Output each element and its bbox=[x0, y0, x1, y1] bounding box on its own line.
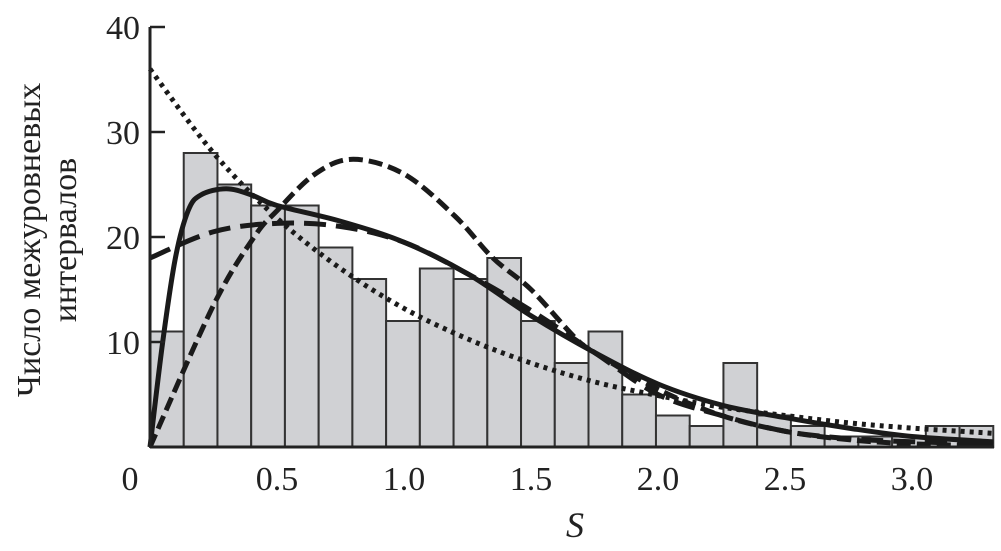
curve-dotted bbox=[148, 67, 994, 436]
x-ticks: 0 0.5 1.0 1.5 2.0 2.5 3.0 bbox=[122, 461, 934, 498]
histogram-bar bbox=[317, 246, 354, 448]
y-axis-label-line-2: интервалов bbox=[47, 158, 84, 322]
y-tick-label: 40 bbox=[106, 10, 140, 47]
y-tick-label: 20 bbox=[106, 220, 140, 257]
x-tick-label: 1.0 bbox=[383, 461, 426, 498]
y-ticks: 10 20 30 40 bbox=[106, 10, 165, 362]
x-tick-label: 0.5 bbox=[256, 461, 299, 498]
histogram-bars bbox=[149, 152, 995, 448]
y-axis-label: Число межуровневых интервалов bbox=[11, 83, 84, 397]
fit-curves bbox=[147, 67, 994, 449]
x-tick-label: 2.5 bbox=[764, 461, 807, 498]
histogram-bar bbox=[621, 393, 657, 448]
histogram-bar bbox=[520, 320, 556, 448]
x-tick-label: 1.5 bbox=[510, 461, 553, 498]
histogram-bar bbox=[418, 267, 455, 448]
x-axis-label: S bbox=[566, 505, 584, 545]
histogram-bar bbox=[250, 204, 286, 448]
histogram-bar bbox=[182, 152, 219, 448]
curve-dash-dot bbox=[147, 156, 994, 449]
histogram-bar bbox=[283, 204, 320, 448]
y-tick-label: 10 bbox=[106, 325, 140, 362]
histogram-bar bbox=[587, 330, 624, 448]
histogram-bar bbox=[385, 320, 421, 448]
x-tick-label: 3.0 bbox=[891, 461, 934, 498]
histogram-bar bbox=[688, 425, 725, 448]
y-tick-label: 30 bbox=[106, 115, 140, 152]
histogram-bar bbox=[452, 278, 489, 448]
x-tick-label: 2.0 bbox=[637, 461, 680, 498]
y-axis-label-line-1: Число межуровневых bbox=[11, 83, 48, 397]
histogram-bar bbox=[351, 278, 388, 448]
histogram-bar bbox=[654, 414, 691, 448]
x-tick-label: 0 bbox=[122, 461, 139, 498]
